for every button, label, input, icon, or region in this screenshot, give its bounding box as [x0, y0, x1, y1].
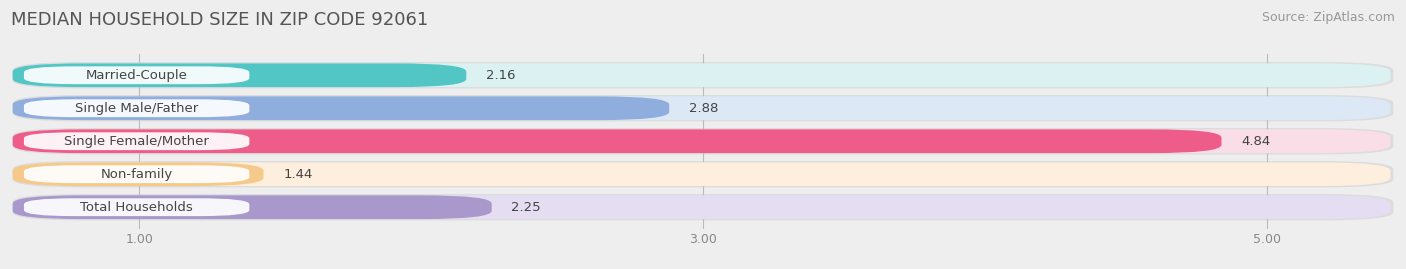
Text: Total Households: Total Households: [80, 201, 193, 214]
FancyBboxPatch shape: [13, 162, 263, 186]
FancyBboxPatch shape: [15, 63, 1391, 87]
FancyBboxPatch shape: [24, 165, 249, 183]
FancyBboxPatch shape: [24, 66, 249, 84]
FancyBboxPatch shape: [13, 129, 1222, 153]
Text: Single Male/Father: Single Male/Father: [75, 102, 198, 115]
FancyBboxPatch shape: [24, 132, 249, 150]
Text: 2.16: 2.16: [486, 69, 516, 82]
FancyBboxPatch shape: [15, 162, 1391, 186]
Text: Non-family: Non-family: [100, 168, 173, 181]
Text: 2.88: 2.88: [689, 102, 718, 115]
Text: MEDIAN HOUSEHOLD SIZE IN ZIP CODE 92061: MEDIAN HOUSEHOLD SIZE IN ZIP CODE 92061: [11, 11, 429, 29]
Text: Married-Couple: Married-Couple: [86, 69, 187, 82]
FancyBboxPatch shape: [13, 95, 1393, 121]
FancyBboxPatch shape: [13, 161, 1393, 187]
Text: Source: ZipAtlas.com: Source: ZipAtlas.com: [1261, 11, 1395, 24]
FancyBboxPatch shape: [15, 129, 1391, 153]
Text: 1.44: 1.44: [283, 168, 312, 181]
Text: 2.25: 2.25: [512, 201, 541, 214]
FancyBboxPatch shape: [13, 194, 1393, 220]
FancyBboxPatch shape: [15, 195, 1391, 219]
Text: Single Female/Mother: Single Female/Mother: [65, 135, 209, 148]
FancyBboxPatch shape: [15, 96, 1391, 120]
Text: 4.84: 4.84: [1241, 135, 1271, 148]
FancyBboxPatch shape: [13, 128, 1393, 154]
FancyBboxPatch shape: [13, 195, 492, 219]
FancyBboxPatch shape: [24, 99, 249, 117]
FancyBboxPatch shape: [13, 96, 669, 120]
FancyBboxPatch shape: [13, 62, 1393, 89]
FancyBboxPatch shape: [13, 63, 467, 87]
FancyBboxPatch shape: [24, 198, 249, 216]
